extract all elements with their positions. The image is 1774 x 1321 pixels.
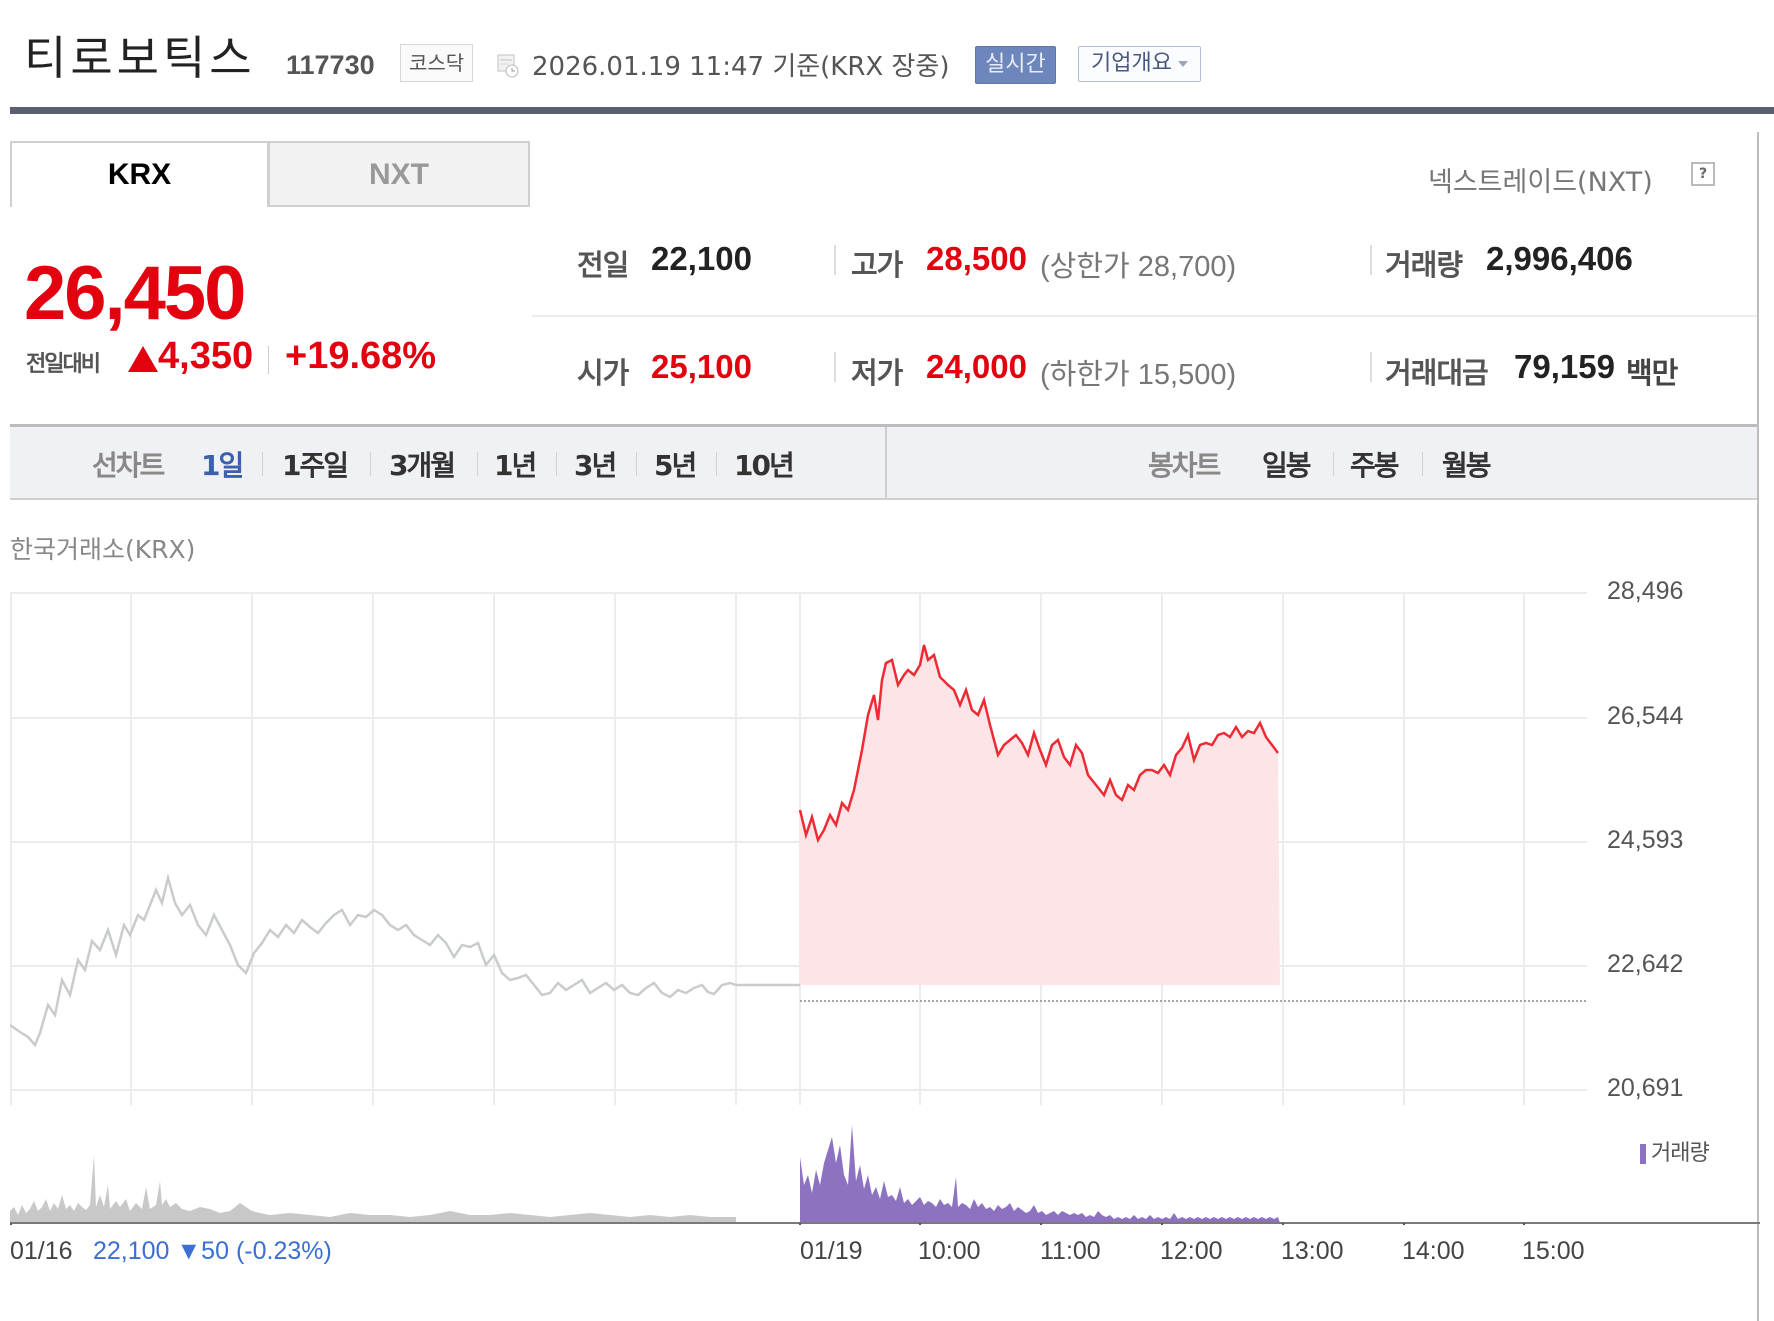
candle-chart-label: 봉차트: [1148, 449, 1221, 482]
x-tick: 14:00: [1402, 1237, 1465, 1265]
change-percent: +19.68%: [285, 335, 437, 377]
divider: [556, 452, 557, 476]
quote-datetime: 2026.01.19 11:47 기준(KRX 장중): [532, 52, 950, 82]
prev-day-line: [10, 873, 800, 1048]
turnover-label: 거래대금: [1385, 356, 1489, 390]
candle-daily[interactable]: 일봉: [1262, 449, 1312, 482]
period-1y[interactable]: 1년: [494, 449, 537, 482]
divider: [262, 452, 263, 476]
period-3y[interactable]: 3년: [574, 449, 617, 482]
divider: [1370, 245, 1372, 275]
y-tick: 26,544: [1607, 702, 1684, 730]
stock-code: 117730: [286, 50, 375, 80]
divider: [1370, 352, 1372, 382]
open-label: 시가: [577, 356, 629, 390]
change-label: 전일대비: [26, 352, 101, 377]
today-volume-bars: [800, 1125, 1280, 1223]
current-price: 26,450: [24, 251, 246, 336]
prev-close-label: 전일: [577, 248, 629, 282]
company-info-label: 기업개요: [1091, 51, 1172, 76]
upper-limit: (상한가 28,700): [1040, 251, 1237, 283]
turnover-unit: 백만: [1626, 356, 1678, 390]
divider: [885, 427, 887, 498]
x-tick: 12:00: [1160, 1237, 1223, 1265]
high-label: 고가: [851, 248, 903, 282]
price-chart[interactable]: [10, 585, 1760, 1105]
y-tick: 20,691: [1607, 1074, 1684, 1102]
help-icon[interactable]: ?: [1691, 162, 1715, 186]
low-label: 저가: [851, 356, 903, 390]
x-tick: 10:00: [918, 1237, 981, 1265]
divider: [834, 245, 836, 275]
divider: [370, 452, 371, 476]
open-value: 25,100: [651, 348, 752, 385]
company-name: 티로보틱스: [24, 31, 256, 85]
divider: [716, 452, 717, 476]
tab-nxt[interactable]: NXT: [268, 141, 530, 207]
turnover-value: 79,159: [1514, 348, 1615, 385]
volume-legend: 거래량: [1640, 1135, 1710, 1167]
gridlines: [10, 592, 1587, 1105]
header-divider: [10, 107, 1774, 114]
today-price-line: [798, 644, 1279, 844]
nextrade-link[interactable]: 넥스트레이드(NXT): [1428, 167, 1653, 198]
divider: [834, 352, 836, 382]
period-bar: [10, 424, 1757, 500]
y-tick: 28,496: [1607, 577, 1684, 605]
x-tick: 01/16: [10, 1237, 73, 1265]
candle-monthly[interactable]: 월봉: [1442, 449, 1492, 482]
prev-change: ▼50: [176, 1237, 229, 1265]
period-10y[interactable]: 10년: [734, 449, 795, 482]
stats-divider: [532, 315, 1757, 317]
period-5y[interactable]: 5년: [654, 449, 697, 482]
volume-label: 거래량: [1385, 248, 1463, 282]
period-3m[interactable]: 3개월: [389, 449, 456, 482]
prev-close: 22,100: [93, 1237, 170, 1265]
legend-label: 거래량: [1651, 1141, 1710, 1166]
high-value: 28,500: [926, 240, 1027, 277]
market-badge: 코스닥: [400, 44, 474, 82]
low-value: 24,000: [926, 348, 1027, 385]
realtime-button[interactable]: 실시간: [975, 46, 1056, 84]
quote-panel: [10, 132, 1759, 1321]
legend-swatch: [1640, 1144, 1646, 1164]
divider: [268, 346, 269, 374]
today-area-fill: [800, 645, 1280, 985]
divider: [477, 452, 478, 476]
change-value: 4,350: [158, 335, 254, 377]
volume-value: 2,996,406: [1486, 240, 1633, 277]
x-tick: 13:00: [1281, 1237, 1344, 1265]
caret-down-icon: [1177, 61, 1188, 67]
prev-close-value: 22,100: [651, 240, 752, 277]
divider: [1422, 452, 1423, 476]
y-tick: 24,593: [1607, 826, 1684, 854]
period-1w[interactable]: 1주일: [282, 449, 349, 482]
up-triangle-icon: [128, 346, 158, 372]
x-tick: 11:00: [1040, 1237, 1101, 1265]
prev-volume-bars: [10, 1155, 736, 1223]
tab-krx[interactable]: KRX: [10, 141, 269, 207]
x-tick: 01/19: [800, 1237, 863, 1265]
x-tick: 15:00: [1522, 1237, 1585, 1265]
period-1d[interactable]: 1일: [201, 449, 244, 482]
line-chart-label: 선차트: [92, 449, 165, 482]
company-info-dropdown[interactable]: 기업개요: [1078, 46, 1201, 82]
exchange-label: 한국거래소(KRX): [10, 535, 196, 564]
calendar-clock-icon: [497, 54, 519, 78]
prev-day-summary: 22,100 ▼50 (-0.23%): [93, 1237, 332, 1266]
divider: [636, 452, 637, 476]
lower-limit: (하한가 15,500): [1040, 359, 1237, 391]
candle-weekly[interactable]: 주봉: [1350, 449, 1400, 482]
divider: [1333, 452, 1334, 476]
prev-change-pct: (-0.23%): [235, 1237, 332, 1265]
y-tick: 22,642: [1607, 950, 1684, 978]
volume-chart[interactable]: [10, 1115, 1760, 1225]
